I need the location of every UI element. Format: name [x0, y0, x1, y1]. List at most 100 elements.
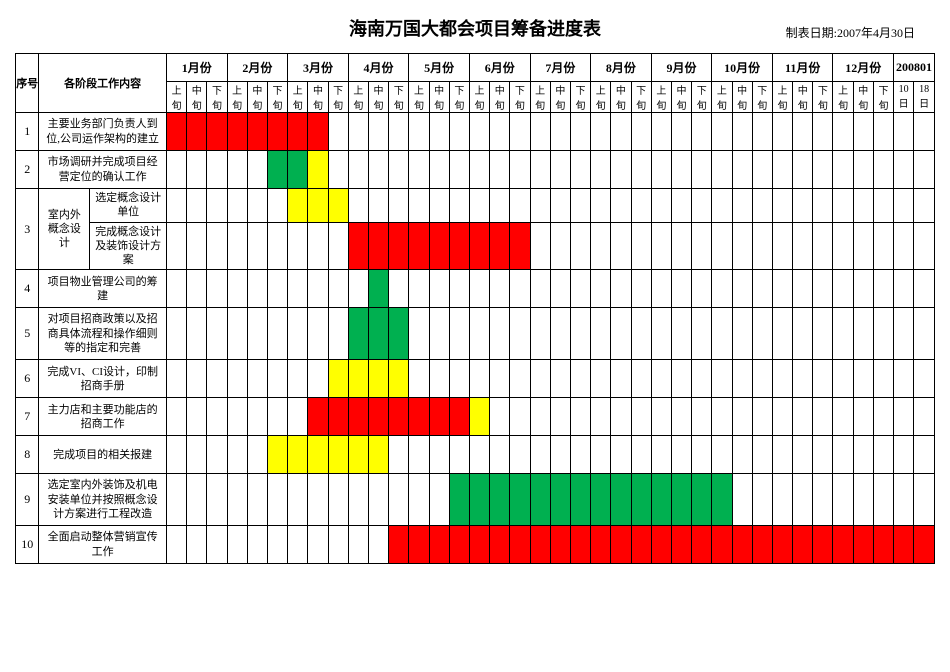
- gantt-cell: [389, 436, 409, 474]
- gantt-cell: [914, 270, 935, 308]
- gantt-cell: [611, 222, 631, 270]
- gantt-cell: [247, 113, 267, 151]
- gantt-cell: [550, 526, 570, 564]
- gantt-cell: [570, 189, 590, 223]
- gantt-cell: [288, 222, 308, 270]
- gantt-cell: [914, 526, 935, 564]
- gantt-cell: [288, 113, 308, 151]
- gantt-cell: [631, 360, 651, 398]
- gantt-cell: [247, 360, 267, 398]
- gantt-cell: [712, 398, 732, 436]
- gantt-cell: [611, 151, 631, 189]
- month-header: 2月份: [227, 54, 288, 82]
- gantt-cell: [894, 151, 914, 189]
- gantt-cell: [308, 270, 328, 308]
- gantt-cell: [328, 398, 348, 436]
- subcol-header: 上旬: [227, 82, 247, 113]
- gantt-cell: [894, 222, 914, 270]
- gantt-cell: [227, 113, 247, 151]
- gantt-cell: [752, 222, 772, 270]
- gantt-cell: [247, 308, 267, 360]
- gantt-cell: [267, 360, 287, 398]
- gantt-cell: [308, 308, 328, 360]
- gantt-cell: [409, 270, 429, 308]
- gantt-cell: [570, 474, 590, 526]
- gantt-cell: [732, 398, 752, 436]
- gantt-cell: [671, 270, 691, 308]
- gantt-cell: [853, 526, 873, 564]
- gantt-cell: [914, 360, 935, 398]
- gantt-cell: [833, 474, 853, 526]
- gantt-cell: [490, 360, 510, 398]
- subcol-header: 上旬: [591, 82, 611, 113]
- seq-cell: 9: [16, 474, 39, 526]
- gantt-cell: [166, 222, 186, 270]
- gantt-cell: [611, 436, 631, 474]
- table-row: 6完成VI、CI设计，印制招商手册: [16, 360, 935, 398]
- gantt-cell: [570, 151, 590, 189]
- gantt-cell: [207, 189, 227, 223]
- gantt-cell: [914, 474, 935, 526]
- gantt-cell: [429, 526, 449, 564]
- gantt-cell: [833, 151, 853, 189]
- gantt-cell: [469, 189, 489, 223]
- gantt-cell: [389, 360, 409, 398]
- gantt-cell: [833, 113, 853, 151]
- gantt-cell: [267, 270, 287, 308]
- gantt-cell: [894, 113, 914, 151]
- gantt-cell: [449, 189, 469, 223]
- gantt-cell: [348, 113, 368, 151]
- table-row: 10全面启动整体营销宣传工作: [16, 526, 935, 564]
- gantt-cell: [166, 360, 186, 398]
- gantt-cell: [692, 189, 712, 223]
- subcol-header: 上旬: [288, 82, 308, 113]
- gantt-cell: [692, 360, 712, 398]
- subcol-header: 下旬: [813, 82, 833, 113]
- gantt-cell: [732, 113, 752, 151]
- gantt-cell: [732, 222, 752, 270]
- gantt-cell: [833, 189, 853, 223]
- gantt-cell: [813, 526, 833, 564]
- gantt-cell: [611, 270, 631, 308]
- gantt-cell: [570, 360, 590, 398]
- gantt-cell: [288, 398, 308, 436]
- gantt-cell: [288, 270, 308, 308]
- gantt-cell: [469, 436, 489, 474]
- gantt-cell: [308, 360, 328, 398]
- gantt-cell: [772, 398, 792, 436]
- gantt-cell: [247, 526, 267, 564]
- gantt-cell: [207, 398, 227, 436]
- subcol-header: 下旬: [267, 82, 287, 113]
- month-header: 5月份: [409, 54, 470, 82]
- gantt-cell: [712, 222, 732, 270]
- gantt-cell: [631, 474, 651, 526]
- gantt-cell: [772, 308, 792, 360]
- gantt-cell: [267, 436, 287, 474]
- gantt-cell: [671, 189, 691, 223]
- gantt-cell: [510, 113, 530, 151]
- task-cell: 主要业务部门负责人到位,公司运作架构的建立: [39, 113, 167, 151]
- gantt-cell: [550, 113, 570, 151]
- gantt-cell: [631, 270, 651, 308]
- gantt-cell: [550, 270, 570, 308]
- gantt-cell: [510, 526, 530, 564]
- subcol-header: 中旬: [187, 82, 207, 113]
- gantt-cell: [490, 151, 510, 189]
- seq-cell: 2: [16, 151, 39, 189]
- gantt-cell: [490, 189, 510, 223]
- gantt-cell: [651, 474, 671, 526]
- gantt-cell: [692, 113, 712, 151]
- task-cell: 市场调研并完成项目经营定位的确认工作: [39, 151, 167, 189]
- gantt-cell: [550, 151, 570, 189]
- gantt-cell: [813, 360, 833, 398]
- gantt-cell: [328, 270, 348, 308]
- gantt-cell: [894, 189, 914, 223]
- gantt-cell: [247, 436, 267, 474]
- gantt-cell: [449, 308, 469, 360]
- gantt-cell: [227, 398, 247, 436]
- table-row: 4项目物业管理公司的筹建: [16, 270, 935, 308]
- gantt-cell: [772, 151, 792, 189]
- gantt-cell: [813, 474, 833, 526]
- gantt-cell: [550, 360, 570, 398]
- gantt-cell: [389, 398, 409, 436]
